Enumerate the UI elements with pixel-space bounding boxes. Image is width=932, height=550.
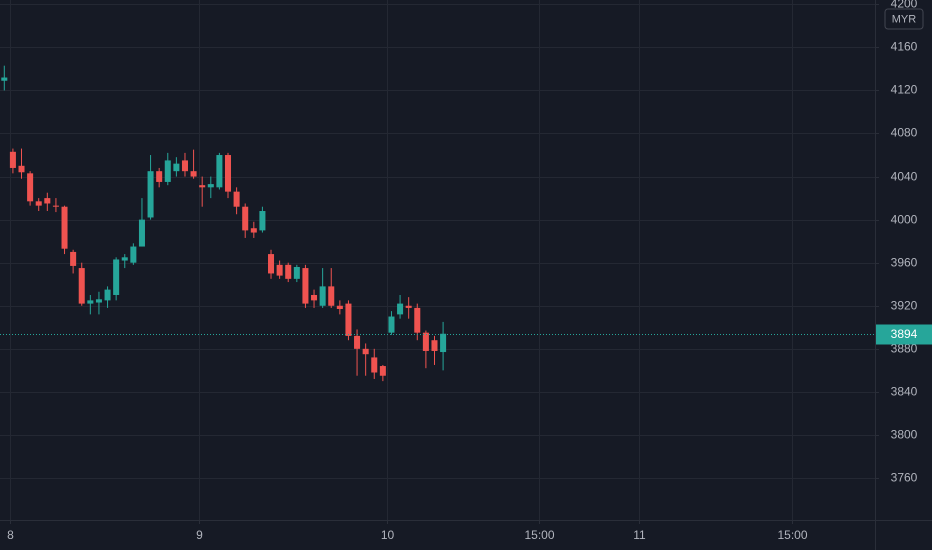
candle-body — [259, 211, 266, 231]
candle-body — [207, 184, 214, 188]
x-tick-label: 15:00 — [524, 528, 554, 542]
currency-label[interactable]: MYR — [892, 13, 917, 25]
candle-body — [9, 151, 16, 168]
candle-body — [371, 357, 378, 373]
candle-body — [181, 160, 188, 172]
candle-body — [268, 254, 275, 274]
candle-body — [199, 185, 206, 188]
candle-body — [95, 299, 102, 303]
candle-body — [328, 286, 335, 306]
price-label-box — [876, 324, 932, 345]
y-tick-label: 4200 — [891, 0, 918, 11]
candle-body — [156, 171, 163, 182]
y-tick-label: 4160 — [891, 40, 918, 54]
candle-body — [104, 289, 111, 301]
candle-body — [121, 257, 128, 261]
candle-body — [78, 268, 85, 304]
candle-body — [414, 307, 421, 333]
candle-body — [224, 155, 232, 192]
candle-body — [354, 335, 361, 349]
y-tick-label: 3800 — [891, 428, 918, 442]
candle-body — [250, 228, 257, 233]
candle-body — [379, 366, 386, 376]
y-tick-label: 3760 — [891, 471, 918, 485]
candle-body — [1, 77, 8, 81]
x-tick-label: 9 — [196, 528, 203, 542]
candle-body — [27, 173, 34, 202]
y-tick-label: 3960 — [891, 256, 918, 270]
candle-body — [336, 305, 343, 309]
currency-box[interactable] — [884, 8, 924, 30]
candle-body — [35, 201, 42, 206]
candle-body — [233, 191, 240, 207]
candle-body — [293, 266, 300, 279]
x-tick-label: 8 — [7, 528, 14, 542]
x-tick-label: 10 — [381, 528, 395, 542]
candle-body — [130, 246, 137, 263]
candle-body — [276, 264, 283, 276]
candle-body — [311, 294, 318, 301]
y-tick-label: 3920 — [891, 299, 918, 313]
y-tick-label: 3840 — [891, 385, 918, 399]
candle-body — [285, 264, 292, 279]
candle-body — [431, 340, 438, 351]
y-tick-label: 4080 — [891, 126, 918, 140]
grid — [0, 0, 875, 520]
y-tick-label: 4120 — [891, 83, 918, 97]
candle-body — [190, 171, 197, 177]
candle-body — [18, 165, 25, 173]
candle-body — [345, 303, 352, 336]
candle-body — [44, 198, 51, 204]
candle-body — [147, 171, 154, 218]
candle-body — [422, 332, 429, 351]
candle-body — [242, 206, 249, 231]
candle-body — [388, 316, 395, 333]
candle-body — [319, 286, 326, 306]
candle-body — [113, 259, 120, 295]
candle-body — [405, 305, 412, 308]
candle-body — [440, 333, 447, 353]
candle-body — [138, 219, 145, 247]
y-tick-label: 3880 — [891, 342, 918, 356]
y-tick-label: 4040 — [891, 170, 918, 184]
candle-body — [70, 251, 77, 266]
candles — [0, 65, 875, 382]
candle-body — [216, 155, 223, 188]
candle-body — [302, 268, 309, 304]
price-label: 3894 — [891, 327, 918, 341]
candle-body — [61, 206, 68, 249]
candle-body — [397, 303, 404, 315]
y-tick-label: 4000 — [891, 213, 918, 227]
x-tick-label: 15:00 — [777, 528, 807, 542]
candle-body — [52, 205, 59, 207]
candle-body — [87, 300, 94, 304]
x-tick-label: 11 — [633, 528, 646, 542]
candle-body — [362, 348, 369, 355]
candle-body — [173, 163, 180, 172]
candle-body — [164, 160, 171, 182]
